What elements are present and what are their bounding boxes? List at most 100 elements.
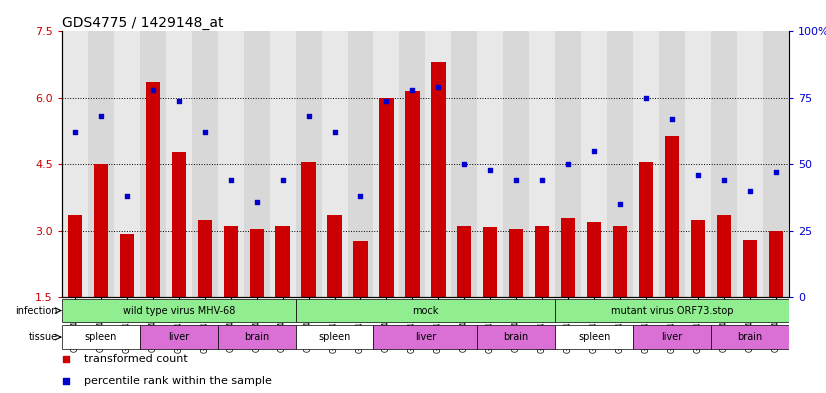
Bar	[373, 31, 400, 297]
Text: percentile rank within the sample: percentile rank within the sample	[83, 376, 272, 386]
Point	[250, 198, 263, 205]
Bar	[406, 91, 420, 297]
Text: brain: brain	[244, 332, 269, 342]
Point	[59, 356, 72, 362]
Bar	[587, 222, 601, 297]
Bar	[269, 31, 296, 297]
Bar	[717, 215, 731, 297]
Bar	[218, 325, 296, 349]
Point	[121, 193, 134, 199]
Text: wild type virus MHV-68: wild type virus MHV-68	[122, 305, 235, 316]
Bar	[296, 299, 555, 323]
Bar	[659, 31, 685, 297]
Bar	[685, 31, 711, 297]
Bar	[555, 31, 582, 297]
Bar	[737, 31, 763, 297]
Bar	[140, 325, 218, 349]
Bar	[535, 226, 549, 297]
Text: spleen: spleen	[85, 332, 117, 342]
Point	[172, 97, 185, 104]
Bar	[62, 31, 88, 297]
Bar	[296, 31, 321, 297]
Point	[458, 161, 471, 167]
Bar	[120, 234, 134, 297]
Bar	[62, 299, 296, 323]
Point	[484, 167, 497, 173]
Point	[743, 188, 757, 194]
Bar	[145, 83, 160, 297]
Point	[406, 87, 419, 93]
Bar	[88, 31, 114, 297]
Point	[59, 377, 72, 384]
Bar	[348, 31, 373, 297]
Bar	[769, 231, 783, 297]
Text: liver: liver	[415, 332, 436, 342]
Text: infection: infection	[16, 305, 58, 316]
Bar	[633, 325, 711, 349]
Bar	[691, 220, 705, 297]
Bar	[451, 31, 477, 297]
Text: liver: liver	[169, 332, 189, 342]
Point	[562, 161, 575, 167]
Bar	[607, 31, 633, 297]
Point	[769, 169, 782, 175]
Point	[354, 193, 367, 199]
Bar	[321, 31, 348, 297]
Bar	[114, 31, 140, 297]
Bar	[192, 31, 218, 297]
Text: transformed count: transformed count	[83, 354, 188, 364]
Text: GDS4775 / 1429148_at: GDS4775 / 1429148_at	[62, 17, 224, 30]
Bar	[457, 226, 472, 297]
Bar	[373, 325, 477, 349]
Text: liver: liver	[662, 332, 682, 342]
Point	[94, 113, 107, 119]
Point	[639, 95, 653, 101]
Bar	[425, 31, 451, 297]
Bar	[529, 31, 555, 297]
Bar	[613, 226, 627, 297]
Bar	[249, 229, 263, 297]
Bar	[477, 325, 555, 349]
Bar	[68, 215, 82, 297]
Text: brain: brain	[738, 332, 762, 342]
Text: mock: mock	[412, 305, 439, 316]
Text: spleen: spleen	[578, 332, 610, 342]
Point	[614, 201, 627, 208]
Text: tissue: tissue	[29, 332, 58, 342]
Point	[691, 172, 705, 178]
Point	[380, 97, 393, 104]
Point	[717, 177, 730, 184]
Bar	[582, 31, 607, 297]
Bar	[477, 31, 503, 297]
Text: spleen: spleen	[318, 332, 351, 342]
Text: brain: brain	[504, 332, 529, 342]
Bar	[638, 162, 653, 297]
Point	[666, 116, 679, 122]
Point	[587, 148, 601, 154]
Bar	[379, 98, 393, 297]
Bar	[172, 152, 186, 297]
Bar	[561, 219, 575, 297]
Point	[198, 129, 211, 136]
Point	[535, 177, 548, 184]
Bar	[166, 31, 192, 297]
Bar	[665, 136, 679, 297]
Bar	[400, 31, 425, 297]
Bar	[218, 31, 244, 297]
Point	[146, 87, 159, 93]
Bar	[633, 31, 659, 297]
Bar	[327, 215, 342, 297]
Point	[302, 113, 316, 119]
Bar	[711, 325, 789, 349]
Bar	[711, 31, 737, 297]
Bar	[301, 162, 316, 297]
Bar	[140, 31, 166, 297]
Bar	[197, 220, 211, 297]
Point	[224, 177, 237, 184]
Bar	[275, 226, 290, 297]
Point	[328, 129, 341, 136]
Point	[276, 177, 289, 184]
Bar	[62, 325, 140, 349]
Bar	[555, 299, 789, 323]
Bar	[354, 241, 368, 297]
